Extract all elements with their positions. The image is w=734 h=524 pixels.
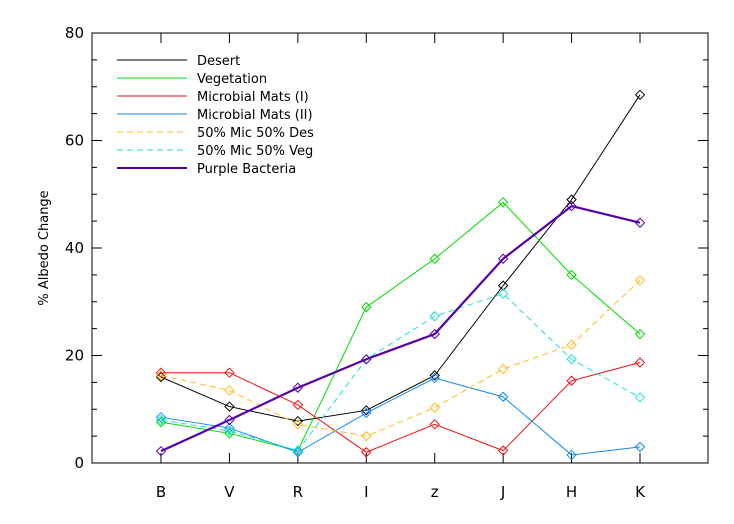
- data-point-marker: [155, 370, 167, 381]
- data-point-marker: [429, 370, 440, 381]
- data-point-marker: [224, 385, 235, 396]
- data-point-marker: [566, 449, 577, 461]
- series-line: [160, 377, 641, 456]
- data-point-marker: [292, 419, 304, 430]
- data-point-marker: [566, 339, 577, 350]
- series-layer: [155, 89, 646, 461]
- data-point-marker: [566, 269, 577, 281]
- y-tick-label: 40: [65, 239, 84, 257]
- series-line: [161, 362, 641, 453]
- y-axis-title: % Albedo Change: [37, 190, 52, 305]
- x-tick-label: H: [566, 483, 577, 501]
- data-point-marker: [155, 412, 167, 423]
- series-line: [160, 279, 641, 437]
- y-tick-label: 20: [65, 347, 84, 365]
- data-point-marker: [361, 405, 372, 416]
- data-point-marker: [429, 402, 440, 413]
- data-point-marker: [292, 399, 304, 411]
- x-tick-label: I: [364, 483, 368, 501]
- series-line: [160, 201, 641, 452]
- data-point-marker: [361, 354, 372, 365]
- legend: Desert Vegetation Microbial Mats (I) Microb…: [117, 54, 314, 177]
- y-tick-label: 80: [65, 24, 84, 42]
- data-point-marker: [429, 311, 440, 322]
- x-tick-label: R: [293, 483, 303, 501]
- legend-label: Desert: [197, 54, 240, 69]
- legend-label: Vegetation: [197, 72, 267, 87]
- data-point-marker: [429, 372, 440, 384]
- data-point-marker: [634, 89, 646, 101]
- y-tick-label: 60: [65, 132, 84, 150]
- data-point-marker: [155, 445, 167, 457]
- data-point-marker: [155, 367, 167, 378]
- data-point-marker: [429, 419, 440, 430]
- data-point-marker: [634, 275, 646, 286]
- data-point-marker: [361, 301, 372, 313]
- data-point-marker: [292, 445, 304, 456]
- data-point-marker: [429, 253, 440, 264]
- data-point-marker: [497, 253, 509, 264]
- data-point-marker: [634, 328, 646, 340]
- series-50-mic-50-veg: [155, 288, 646, 456]
- series-microbial-mats-i: [155, 357, 646, 458]
- data-point-marker: [292, 447, 304, 458]
- x-tick-label: J: [500, 483, 505, 501]
- series-vegetation: [155, 197, 646, 456]
- series-50-mic-50-des: [155, 275, 646, 442]
- x-tick-label: z: [431, 483, 439, 501]
- data-point-marker: [224, 367, 235, 378]
- data-point-marker: [566, 200, 577, 212]
- data-point-marker: [155, 414, 167, 426]
- data-point-marker: [497, 363, 509, 375]
- data-point-marker: [566, 354, 577, 365]
- x-tick-label: V: [224, 483, 235, 501]
- data-point-marker: [634, 392, 646, 403]
- data-point-marker: [566, 375, 577, 386]
- data-point-marker: [224, 425, 235, 436]
- data-point-marker: [634, 217, 646, 228]
- data-point-marker: [497, 197, 509, 208]
- data-point-marker: [497, 445, 509, 456]
- legend-label: Microbial Mats (II): [197, 108, 313, 123]
- legend-label: Microbial Mats (I): [197, 90, 309, 105]
- legend-label: 50% Mic 50% Veg: [197, 144, 313, 159]
- data-point-marker: [497, 280, 509, 291]
- legend-label: Purple Bacteria: [197, 162, 296, 177]
- series-line: [160, 204, 641, 453]
- x-tick-label: B: [156, 483, 166, 501]
- legend-label: 50% Mic 50% Des: [197, 126, 314, 141]
- y-axis: 0 20 40 60 80: [65, 24, 708, 472]
- data-point-marker: [634, 441, 646, 453]
- plot-frame: [91, 32, 709, 464]
- x-tick-label: K: [635, 483, 646, 501]
- data-point-marker: [361, 407, 372, 419]
- series-purple-bacteria: [155, 200, 646, 457]
- data-point-marker: [566, 194, 577, 205]
- series-microbial-mats-ii: [155, 372, 646, 461]
- plot-border: [91, 32, 709, 464]
- data-point-marker: [361, 430, 372, 442]
- series-line: [160, 293, 641, 452]
- data-point-marker: [292, 382, 304, 393]
- data-point-marker: [497, 391, 509, 403]
- data-point-marker: [361, 447, 372, 458]
- data-point-marker: [292, 415, 304, 427]
- data-point-marker: [429, 328, 440, 340]
- data-point-marker: [497, 288, 509, 299]
- data-point-marker: [155, 371, 167, 383]
- data-point-marker: [224, 414, 235, 426]
- data-point-marker: [224, 422, 235, 434]
- data-point-marker: [634, 357, 646, 368]
- data-point-marker: [224, 401, 235, 412]
- y-tick-label: 0: [74, 454, 84, 472]
